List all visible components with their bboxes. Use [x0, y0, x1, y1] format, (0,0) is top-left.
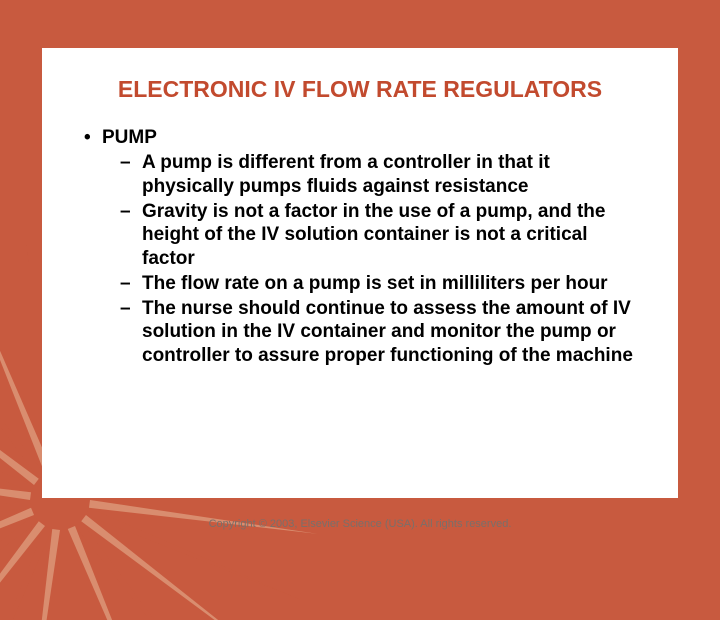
sub-bullet-marker: –	[120, 151, 142, 175]
sub-bullet-list: – A pump is different from a controller …	[120, 151, 642, 368]
main-bullet-text: PUMP	[102, 127, 157, 149]
main-bullet: • PUMP	[84, 127, 642, 149]
sub-bullet-text: The nurse should continue to assess the …	[142, 297, 642, 368]
sub-bullet-marker: –	[120, 200, 142, 224]
sub-bullet: – Gravity is not a factor in the use of …	[120, 200, 642, 271]
sub-bullet-text: A pump is different from a controller in…	[142, 151, 642, 199]
slide-title: ELECTRONIC IV FLOW RATE REGULATORS	[78, 76, 642, 103]
copyright-text: Copyright © 2003, Elsevier Science (USA)…	[0, 518, 720, 530]
sub-bullet: – The flow rate on a pump is set in mill…	[120, 272, 642, 296]
sub-bullet: – The nurse should continue to assess th…	[120, 297, 642, 368]
sub-bullet-text: Gravity is not a factor in the use of a …	[142, 200, 642, 271]
sub-bullet-marker: –	[120, 297, 142, 321]
sub-bullet-text: The flow rate on a pump is set in millil…	[142, 272, 642, 296]
sub-bullet-marker: –	[120, 272, 142, 296]
slide-panel: ELECTRONIC IV FLOW RATE REGULATORS • PUM…	[42, 48, 678, 498]
sub-bullet: – A pump is different from a controller …	[120, 151, 642, 199]
bullet-marker: •	[84, 127, 102, 149]
